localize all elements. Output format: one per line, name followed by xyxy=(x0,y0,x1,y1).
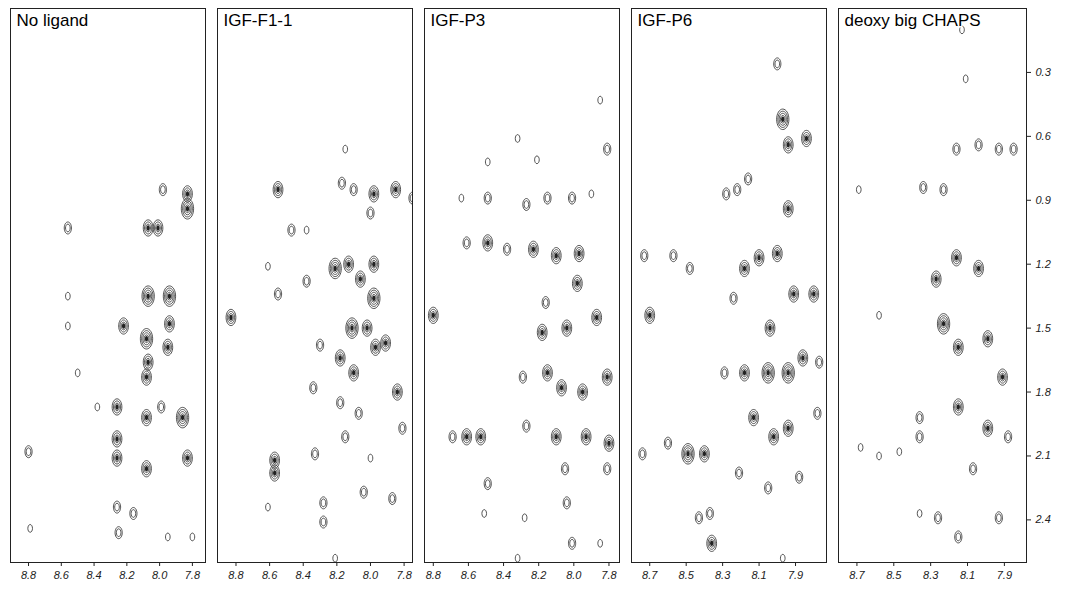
svg-text:8.4: 8.4 xyxy=(86,569,101,581)
svg-text:1.8: 1.8 xyxy=(1036,386,1052,398)
svg-text:8.1: 8.1 xyxy=(960,569,975,581)
svg-text:8.0: 8.0 xyxy=(566,569,582,581)
svg-text:8.6: 8.6 xyxy=(461,569,477,581)
svg-text:IGF-P6: IGF-P6 xyxy=(638,11,693,30)
svg-text:8.2: 8.2 xyxy=(329,569,344,581)
svg-text:7.8: 7.8 xyxy=(185,569,201,581)
svg-text:8.0: 8.0 xyxy=(363,569,379,581)
svg-text:8.4: 8.4 xyxy=(296,569,311,581)
svg-text:8.3: 8.3 xyxy=(923,569,939,581)
svg-text:8.1: 8.1 xyxy=(751,569,766,581)
svg-text:8.3: 8.3 xyxy=(715,569,731,581)
svg-text:8.2: 8.2 xyxy=(119,569,134,581)
svg-text:8.8: 8.8 xyxy=(426,569,442,581)
svg-text:IGF-F1-1: IGF-F1-1 xyxy=(224,11,293,30)
svg-text:8.7: 8.7 xyxy=(642,569,658,581)
svg-text:8.6: 8.6 xyxy=(54,569,70,581)
svg-text:7.9: 7.9 xyxy=(788,569,803,581)
svg-text:8.0: 8.0 xyxy=(152,569,168,581)
svg-text:8.8: 8.8 xyxy=(21,569,37,581)
svg-text:2.1: 2.1 xyxy=(1035,449,1051,461)
svg-text:IGF-P3: IGF-P3 xyxy=(431,11,486,30)
svg-text:0.6: 0.6 xyxy=(1036,130,1052,142)
svg-text:2.4: 2.4 xyxy=(1035,513,1051,525)
svg-text:8.2: 8.2 xyxy=(531,569,546,581)
svg-text:8.5: 8.5 xyxy=(679,569,695,581)
svg-text:8.7: 8.7 xyxy=(849,569,865,581)
svg-text:7.8: 7.8 xyxy=(601,569,617,581)
svg-text:No ligand: No ligand xyxy=(17,11,89,30)
svg-text:7.8: 7.8 xyxy=(396,569,412,581)
svg-text:8.8: 8.8 xyxy=(228,569,244,581)
svg-text:1.5: 1.5 xyxy=(1036,322,1052,334)
svg-text:0.3: 0.3 xyxy=(1036,66,1052,78)
svg-text:8.5: 8.5 xyxy=(886,569,902,581)
svg-text:8.6: 8.6 xyxy=(262,569,278,581)
svg-text:8.4: 8.4 xyxy=(496,569,511,581)
svg-text:0.9: 0.9 xyxy=(1036,194,1051,206)
svg-text:deoxy big CHAPS: deoxy big CHAPS xyxy=(845,11,981,30)
svg-text:7.9: 7.9 xyxy=(997,569,1012,581)
svg-text:1.2: 1.2 xyxy=(1036,258,1051,270)
